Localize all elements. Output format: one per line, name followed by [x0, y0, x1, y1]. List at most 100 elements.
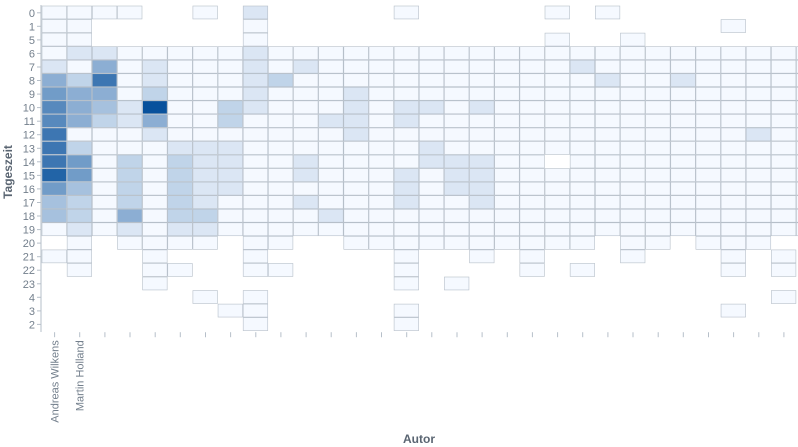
heatmap-cell: [594, 46, 621, 60]
heatmap-cell: [66, 59, 93, 74]
heatmap-cell: [494, 154, 520, 169]
heatmap-cell: [268, 114, 294, 128]
heatmap-cell: [645, 73, 671, 87]
heatmap-cell: [66, 181, 93, 196]
heatmap-cell: [41, 141, 67, 155]
heatmap-cell: [242, 317, 269, 331]
heatmap-cell: [92, 59, 118, 74]
heatmap-cell: [343, 73, 369, 87]
heatmap-cell: [494, 100, 520, 115]
heatmap-cell: [167, 222, 193, 237]
heatmap-cell: [167, 114, 193, 128]
heatmap-cell: [645, 236, 671, 250]
heatmap-cell: [167, 168, 193, 182]
heatmap-cell: [293, 208, 319, 223]
heatmap-cell: [796, 208, 798, 223]
heatmap-cell: [670, 87, 696, 101]
heatmap-cell: [695, 154, 721, 169]
y-tick-label: 2: [29, 319, 35, 331]
heatmap-cell: [494, 168, 520, 182]
y-tick-label: 11: [24, 116, 35, 128]
heatmap-cell: [620, 32, 646, 47]
heatmap-cell: [167, 154, 193, 169]
heatmap-cell: [393, 222, 419, 237]
heatmap-cell: [66, 249, 93, 264]
heatmap-cell: [544, 195, 570, 209]
heatmap-cell: [444, 168, 470, 182]
heatmap-cell: [695, 222, 721, 237]
heatmap-cell: [142, 59, 168, 74]
y-tick-label: 17: [23, 198, 35, 210]
heatmap-cell: [293, 181, 319, 196]
heatmap-cell: [418, 168, 445, 182]
y-tick-label: 5: [29, 35, 35, 47]
heatmap-cell: [393, 317, 419, 331]
heatmap-cell: [268, 195, 294, 209]
heatmap-cell: [41, 127, 67, 142]
heatmap-cell: [771, 249, 797, 264]
heatmap-cell: [142, 263, 168, 277]
heatmap-cell: [368, 168, 394, 182]
heatmap-cell: [771, 263, 797, 277]
heatmap-cell: [494, 87, 520, 101]
heatmap-cell: [544, 114, 570, 128]
heatmap-cell: [117, 154, 143, 169]
heatmap-cell: [242, 32, 269, 47]
heatmap-cell: [242, 46, 269, 60]
heatmap-cell: [142, 100, 168, 115]
heatmap-cell: [368, 73, 394, 87]
heatmap-cell: [92, 46, 118, 60]
y-tick-label: 10: [23, 103, 35, 115]
heatmap-cell: [594, 222, 621, 237]
heatmap-cell: [167, 87, 193, 101]
heatmap-cell: [569, 154, 596, 169]
heatmap-cell: [695, 181, 721, 196]
heatmap-cell: [192, 141, 218, 155]
heatmap-cell: [242, 263, 269, 277]
heatmap-cell: [796, 154, 798, 169]
heatmap-cell: [192, 290, 218, 304]
heatmap-cell: [217, 127, 243, 142]
heatmap-cell: [242, 290, 269, 304]
heatmap-cell: [242, 59, 269, 74]
heatmap-cell: [92, 73, 118, 87]
heatmap-cell: [368, 59, 394, 74]
heatmap-cell: [594, 59, 621, 74]
heatmap-cell: [444, 59, 470, 74]
heatmap-cell: [444, 222, 470, 237]
heatmap-cell: [66, 19, 93, 33]
heatmap-cell: [519, 168, 545, 182]
heatmap-cell: [796, 222, 798, 237]
heatmap-cell: [142, 46, 168, 60]
heatmap-cell: [242, 168, 269, 182]
heatmap-cell: [645, 195, 671, 209]
heatmap-cell: [569, 222, 596, 237]
heatmap-cell: [620, 195, 646, 209]
heatmap-cell: [544, 141, 570, 155]
y-tick-label: 9: [29, 89, 35, 101]
heatmap-cell: [519, 249, 545, 264]
heatmap-cell: [318, 87, 344, 101]
heatmap-cell: [594, 154, 621, 169]
heatmap-cell: [569, 168, 596, 182]
heatmap-cell: [519, 195, 545, 209]
heatmap-cell: [594, 181, 621, 196]
heatmap-cell: [645, 46, 671, 60]
heatmap-cell: [519, 222, 545, 237]
heatmap-cell: [393, 59, 419, 74]
heatmap-cell: [343, 195, 369, 209]
heatmap-cell: [444, 46, 470, 60]
heatmap-cell: [544, 127, 570, 142]
heatmap-cell: [66, 263, 93, 277]
heatmap-cell: [544, 59, 570, 74]
heatmap-cell: [544, 222, 570, 237]
heatmap-cell: [167, 181, 193, 196]
heatmap-cell: [167, 59, 193, 74]
heatmap-cell: [142, 168, 168, 182]
heatmap-cell: [418, 208, 445, 223]
heatmap-cell: [117, 181, 143, 196]
heatmap-cell: [594, 141, 621, 155]
heatmap-cell: [670, 168, 696, 182]
heatmap-cell: [192, 222, 218, 237]
